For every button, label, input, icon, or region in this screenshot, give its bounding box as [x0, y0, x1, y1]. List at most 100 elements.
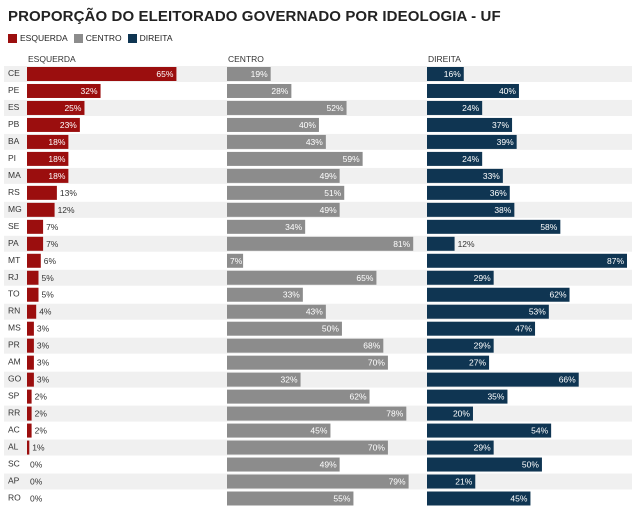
data-label-esquerda: 0% — [30, 477, 43, 487]
data-label-direita: 58% — [540, 222, 557, 232]
bar-esquerda — [27, 440, 30, 455]
data-label-centro: 70% — [368, 358, 385, 368]
data-label-centro: 32% — [281, 375, 298, 385]
data-label-esquerda: 6% — [44, 256, 57, 266]
data-label-direita: 20% — [453, 409, 470, 419]
bar-centro — [227, 168, 340, 183]
data-label-centro: 51% — [324, 188, 341, 198]
legend-label-direita: DIREITA — [139, 33, 173, 43]
bar-esquerda — [27, 151, 69, 166]
panel-header-centro: CENTRO — [228, 54, 264, 64]
bar-centro — [227, 270, 377, 285]
legend-item-esquerda: ESQUERDA — [8, 33, 68, 43]
category-label: PR — [8, 340, 20, 350]
data-label-esquerda: 13% — [60, 188, 77, 198]
category-label: PA — [8, 238, 19, 248]
data-label-direita: 36% — [490, 188, 507, 198]
bar-esquerda — [27, 100, 85, 115]
bar-direita — [427, 474, 476, 489]
data-label-esquerda: 5% — [41, 273, 54, 283]
bar-centro — [227, 372, 301, 387]
category-label: RS — [8, 187, 20, 197]
data-label-direita: 33% — [483, 171, 500, 181]
data-label-centro: 49% — [320, 205, 337, 215]
bar-centro — [227, 100, 347, 115]
category-label: PE — [8, 85, 20, 95]
bar-centro — [227, 440, 388, 455]
bar-esquerda — [27, 219, 44, 234]
bar-centro — [227, 134, 326, 149]
bar-centro — [227, 304, 326, 319]
bar-direita — [427, 321, 536, 336]
data-label-esquerda: 0% — [30, 460, 43, 470]
data-label-centro: 62% — [350, 392, 367, 402]
bar-centro — [227, 83, 292, 98]
bar-direita — [427, 389, 508, 404]
data-label-esquerda: 7% — [46, 239, 59, 249]
data-label-centro: 19% — [251, 69, 268, 79]
bar-centro — [227, 67, 271, 81]
legend-swatch-esquerda — [8, 33, 17, 43]
category-label: RO — [8, 493, 21, 503]
category-label: MG — [8, 204, 22, 214]
category-label: MT — [8, 255, 20, 265]
chart-title: PROPORÇÃO DO ELEITORADO GOVERNADO POR ID… — [8, 8, 501, 25]
bar-centro — [227, 287, 303, 302]
data-label-centro: 49% — [320, 171, 337, 181]
data-label-centro: 28% — [271, 86, 288, 96]
bar-direita — [427, 304, 549, 319]
bar-direita — [427, 117, 513, 132]
bar-centro — [227, 355, 388, 370]
data-label-centro: 45% — [310, 426, 327, 436]
data-label-esquerda: 3% — [37, 324, 50, 334]
data-label-direita: 24% — [462, 103, 479, 113]
bar-centro — [227, 338, 384, 353]
category-label: MS — [8, 323, 21, 333]
data-label-esquerda: 5% — [41, 290, 54, 300]
data-label-centro: 33% — [283, 290, 300, 300]
data-label-esquerda: 18% — [48, 171, 65, 181]
bar-centro — [227, 253, 244, 268]
category-label: PB — [8, 119, 20, 129]
data-label-centro: 55% — [333, 494, 350, 504]
legend: ESQUERDA CENTRO DIREITA — [8, 33, 179, 43]
bar-centro — [227, 151, 363, 166]
data-label-centro: 50% — [322, 324, 339, 334]
data-label-centro: 79% — [389, 477, 406, 487]
data-label-direita: 62% — [550, 290, 567, 300]
category-label: AP — [8, 476, 20, 486]
data-label-direita: 40% — [499, 86, 516, 96]
bar-esquerda — [27, 168, 69, 183]
bar-direita — [427, 236, 455, 251]
bar-esquerda — [27, 389, 32, 404]
data-label-direita: 35% — [487, 392, 504, 402]
legend-item-centro: CENTRO — [73, 33, 122, 43]
legend-item-direita: DIREITA — [127, 33, 173, 43]
bar-centro — [227, 117, 319, 132]
data-label-centro: 43% — [306, 307, 323, 317]
bar-esquerda — [27, 338, 34, 353]
bar-direita — [427, 134, 517, 149]
bar-esquerda — [27, 236, 44, 251]
data-label-esquerda: 3% — [37, 358, 50, 368]
data-label-direita: 54% — [531, 426, 548, 436]
data-label-direita: 38% — [494, 205, 511, 215]
category-label: PI — [8, 153, 16, 163]
data-label-direita: 27% — [469, 358, 486, 368]
category-label: AM — [8, 357, 21, 367]
data-label-centro: 40% — [299, 120, 316, 130]
data-label-esquerda: 18% — [48, 137, 65, 147]
legend-label-centro: CENTRO — [85, 33, 122, 43]
data-label-centro: 70% — [368, 443, 385, 453]
data-label-centro: 68% — [363, 341, 380, 351]
bar-esquerda — [27, 321, 34, 336]
data-label-direita: 45% — [510, 494, 527, 504]
category-label: GO — [8, 374, 22, 384]
bar-centro — [227, 474, 409, 489]
data-label-esquerda: 12% — [58, 205, 75, 215]
data-label-esquerda: 23% — [60, 120, 77, 130]
category-label: RN — [8, 306, 20, 316]
bar-centro — [227, 389, 370, 404]
bar-direita — [427, 372, 579, 387]
